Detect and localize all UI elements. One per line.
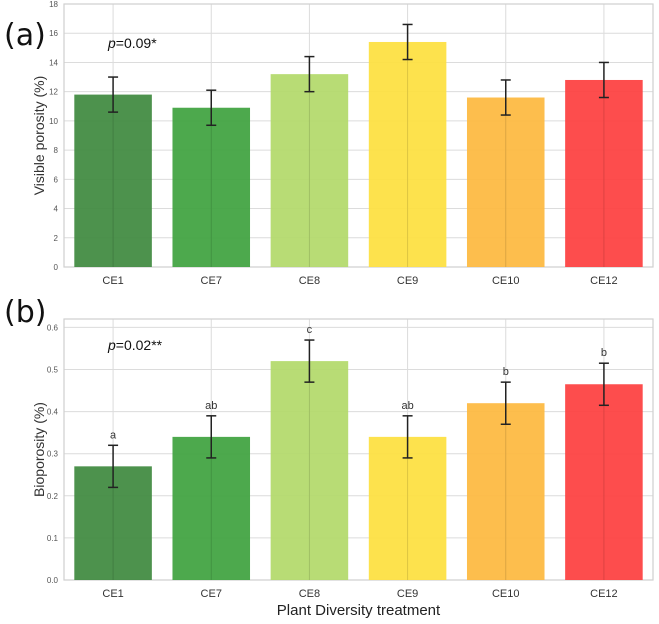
y-tick-label: 0.2 (47, 492, 59, 501)
y-tick-label: 12 (49, 88, 58, 97)
y-tick-label: 6 (54, 175, 59, 184)
bar-CE1 (74, 94, 152, 267)
significance-letter: a (110, 429, 117, 441)
bar-CE8 (270, 74, 349, 267)
y-tick-label: 4 (54, 205, 59, 214)
y-tick-label: 0.5 (47, 366, 59, 375)
x-tick-label: CE1 (102, 588, 123, 600)
significance-letter: ab (401, 400, 413, 412)
bar-CE8 (270, 361, 349, 580)
bar-CE12 (565, 79, 643, 267)
x-tick-label: CE9 (397, 275, 418, 287)
x-tick-label: CE10 (492, 588, 520, 600)
x-tick-label: CE8 (299, 588, 320, 600)
p-value-annotation: p=0.02** (107, 337, 163, 353)
panel-label: (a) (4, 18, 46, 53)
x-tick-label: CE7 (201, 588, 222, 600)
plot-frame (63, 318, 654, 581)
bar-CE9 (368, 436, 447, 580)
y-tick-label: 0.0 (47, 576, 59, 585)
bar-CE12 (565, 384, 643, 580)
x-tick-label: CE10 (492, 275, 520, 287)
y-tick-label: 14 (49, 58, 58, 67)
p-value-text: =0.02** (116, 337, 163, 353)
panel-b: 0.0 0.1 0.2 0.3 0.4 0.5 0.6 CE1 a CE7 ab CE8 c CE9 ab C… (4, 295, 654, 619)
bar-CE10 (466, 97, 545, 267)
y-tick-label: 0.1 (47, 534, 59, 543)
x-tick-label: CE12 (590, 275, 618, 287)
p-value-annotation: p=0.09* (107, 35, 157, 51)
y-tick-label: 10 (49, 117, 58, 126)
panel-label: (b) (4, 295, 46, 330)
y-axis-label: Bioporosity (%) (31, 402, 47, 497)
significance-letter: c (307, 324, 313, 336)
x-axis-label: Plant Diversity treatment (277, 602, 441, 619)
plot-frame (63, 3, 654, 268)
y-tick-label: 2 (54, 234, 59, 243)
y-tick-label: 0.3 (47, 450, 59, 459)
bar-CE9 (368, 41, 447, 267)
p-symbol: p (107, 337, 116, 353)
significance-letter: ab (205, 400, 217, 412)
significance-letter: b (601, 347, 607, 359)
y-tick-label: 16 (49, 29, 58, 38)
panel-a: 0 2 4 6 8 10 12 14 16 18 CE1 CE7 CE8 CE9 CE10 CE12 (a) p=… (4, 0, 654, 287)
x-tick-label: CE12 (590, 588, 618, 600)
y-tick-label: 0.4 (47, 408, 59, 417)
x-tick-label: CE1 (102, 275, 123, 287)
y-tick-label: 0.6 (47, 323, 59, 332)
bar-CE7 (172, 107, 251, 267)
y-tick-label: 18 (49, 0, 58, 9)
p-value-text: =0.09* (116, 35, 157, 51)
bar-CE10 (466, 403, 545, 580)
significance-letter: b (503, 366, 509, 378)
x-tick-label: CE8 (299, 275, 320, 287)
y-axis-label: Visible porosity (%) (31, 76, 47, 196)
y-tick-label: 0 (54, 263, 59, 272)
p-symbol: p (107, 35, 116, 51)
x-tick-label: CE7 (201, 275, 222, 287)
y-tick-label: 8 (54, 146, 59, 155)
x-tick-label: CE9 (397, 588, 418, 600)
bar-CE7 (172, 436, 251, 580)
